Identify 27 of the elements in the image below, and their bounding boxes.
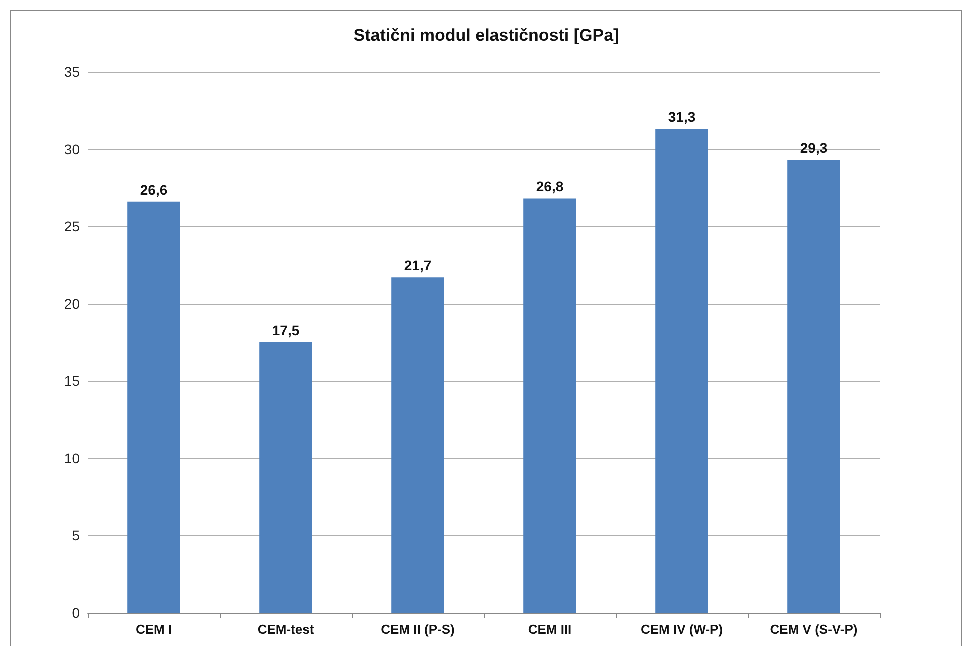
y-tick-label: 25	[64, 218, 80, 235]
x-tick-label: CEM V (S-V-P)	[770, 622, 858, 637]
y-tick-label: 10	[64, 450, 80, 466]
data-label: 17,5	[272, 322, 300, 338]
data-label: 31,3	[668, 109, 696, 126]
y-tick-label: 30	[64, 141, 80, 158]
x-tick-label: CEM IV (W-P)	[640, 622, 724, 637]
bar	[128, 202, 180, 613]
bar	[788, 160, 840, 613]
data-label: 21,7	[404, 258, 432, 274]
x-tick-label: CEM II (P-S)	[381, 622, 455, 637]
data-label: 26,6	[140, 182, 168, 198]
bar	[260, 342, 312, 613]
x-tick-label: CEM I	[136, 622, 172, 637]
x-tick-label: CEM III	[528, 622, 572, 637]
bar	[656, 129, 708, 613]
x-tick-label: CEM-test	[258, 622, 315, 637]
y-tick-label: 35	[64, 64, 80, 80]
chart-title: Statični modul elastičnosti [GPa]	[354, 26, 620, 45]
data-label: 29,3	[800, 140, 828, 156]
y-tick-label: 0	[72, 605, 80, 621]
bar	[392, 278, 444, 613]
y-tick-label: 15	[64, 373, 80, 390]
y-tick-label: 20	[64, 296, 80, 312]
y-tick-label: 5	[72, 528, 80, 544]
bar	[524, 198, 576, 613]
data-label: 26,8	[536, 178, 564, 195]
